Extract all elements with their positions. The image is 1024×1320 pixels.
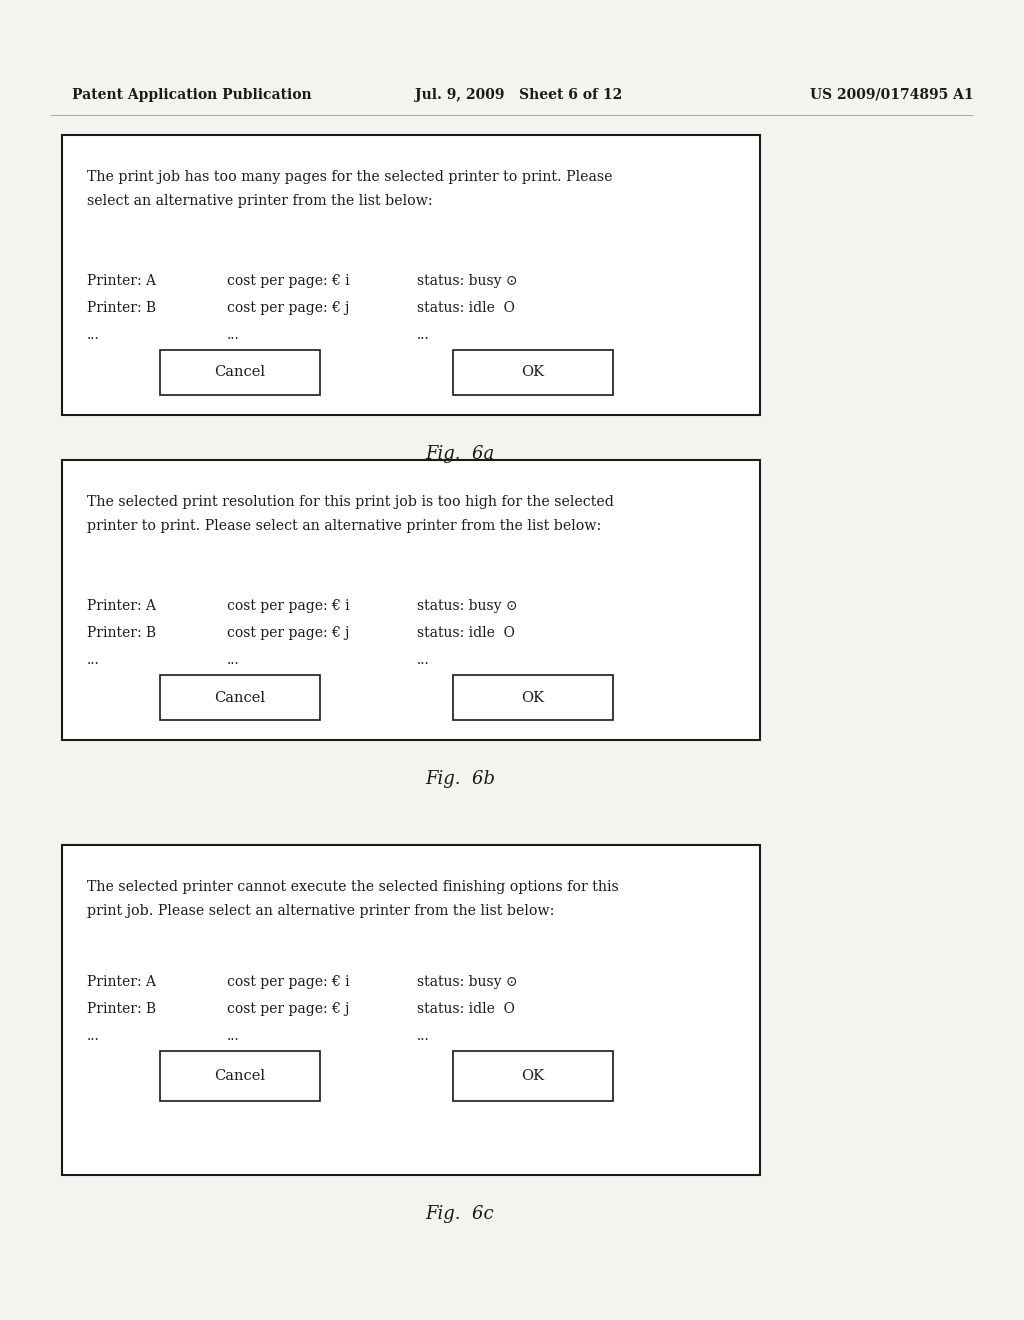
Text: cost per page: € j: cost per page: € j [227, 1002, 349, 1016]
Text: OK: OK [521, 1069, 545, 1082]
Text: Fig.  6b: Fig. 6b [425, 770, 495, 788]
Text: status: busy ⊙: status: busy ⊙ [417, 975, 517, 989]
Text: OK: OK [521, 690, 545, 705]
Text: Printer: B: Printer: B [87, 1002, 156, 1016]
Bar [62, 459, 760, 741]
Bar [160, 1051, 321, 1101]
Text: status: idle  O: status: idle O [417, 1002, 515, 1016]
Text: Printer: A: Printer: A [87, 975, 156, 989]
Bar [160, 350, 321, 395]
Text: Patent Application Publication: Patent Application Publication [72, 88, 311, 102]
Text: ...: ... [417, 1030, 430, 1043]
Text: status: busy ⊙: status: busy ⊙ [417, 275, 517, 288]
Text: Cancel: Cancel [214, 690, 265, 705]
Text: status: idle  O: status: idle O [417, 301, 515, 315]
Text: print job. Please select an alternative printer from the list below:: print job. Please select an alternative … [87, 904, 555, 917]
Text: ...: ... [227, 327, 240, 342]
Text: Cancel: Cancel [214, 1069, 265, 1082]
Text: The print job has too many pages for the selected printer to print. Please: The print job has too many pages for the… [87, 170, 612, 183]
Text: status: busy ⊙: status: busy ⊙ [417, 599, 517, 612]
Bar [160, 675, 321, 719]
Bar [453, 1051, 613, 1101]
Text: Printer: A: Printer: A [87, 599, 156, 612]
Text: ...: ... [417, 653, 430, 667]
Text: Jul. 9, 2009   Sheet 6 of 12: Jul. 9, 2009 Sheet 6 of 12 [415, 88, 623, 102]
Text: Printer: B: Printer: B [87, 626, 156, 640]
Bar [453, 675, 613, 719]
Text: cost per page: € i: cost per page: € i [227, 599, 349, 612]
Text: status: idle  O: status: idle O [417, 626, 515, 640]
Text: Printer: A: Printer: A [87, 275, 156, 288]
Text: US 2009/0174895 A1: US 2009/0174895 A1 [810, 88, 974, 102]
Text: OK: OK [521, 366, 545, 380]
Text: ...: ... [87, 327, 99, 342]
Text: ...: ... [87, 1030, 99, 1043]
Text: Printer: B: Printer: B [87, 301, 156, 315]
Text: ...: ... [417, 327, 430, 342]
Bar [62, 845, 760, 1175]
Text: cost per page: € i: cost per page: € i [227, 975, 349, 989]
Bar [62, 135, 760, 414]
Text: Cancel: Cancel [214, 366, 265, 380]
Text: ...: ... [227, 1030, 240, 1043]
Text: The selected printer cannot execute the selected finishing options for this: The selected printer cannot execute the … [87, 880, 618, 894]
Text: Fig.  6a: Fig. 6a [425, 445, 495, 463]
Text: cost per page: € i: cost per page: € i [227, 275, 349, 288]
Text: cost per page: € j: cost per page: € j [227, 626, 349, 640]
Text: Fig.  6c: Fig. 6c [426, 1205, 495, 1224]
Text: cost per page: € j: cost per page: € j [227, 301, 349, 315]
Text: ...: ... [227, 653, 240, 667]
Text: select an alternative printer from the list below:: select an alternative printer from the l… [87, 194, 433, 209]
Text: The selected print resolution for this print job is too high for the selected: The selected print resolution for this p… [87, 495, 613, 510]
Text: printer to print. Please select an alternative printer from the list below:: printer to print. Please select an alter… [87, 519, 601, 533]
Bar [453, 350, 613, 395]
Text: ...: ... [87, 653, 99, 667]
